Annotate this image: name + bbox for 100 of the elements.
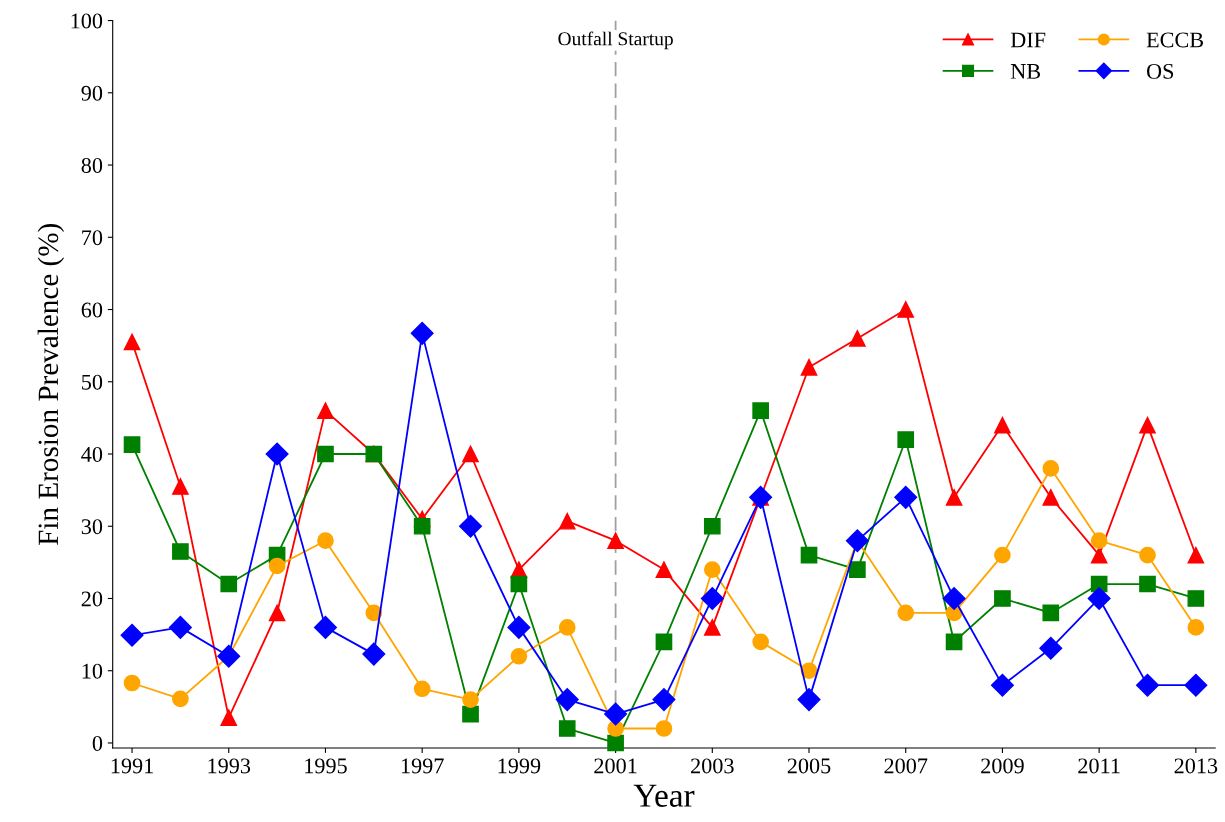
point bbox=[172, 478, 189, 495]
y-tick-label: 100 bbox=[71, 13, 103, 29]
point bbox=[313, 615, 337, 639]
point bbox=[845, 529, 869, 553]
point bbox=[752, 402, 769, 419]
point bbox=[168, 615, 192, 639]
point bbox=[700, 586, 724, 610]
x-tick-label: 1993 bbox=[208, 758, 251, 774]
point bbox=[897, 301, 915, 318]
point bbox=[459, 514, 483, 538]
point bbox=[849, 330, 866, 347]
point bbox=[607, 734, 624, 752]
point bbox=[123, 333, 141, 351]
point bbox=[655, 561, 673, 578]
x-tick-label: 2005 bbox=[787, 758, 831, 774]
point bbox=[558, 720, 576, 737]
point bbox=[1187, 590, 1205, 607]
x-tick-label: 2007 bbox=[884, 758, 928, 774]
point bbox=[897, 604, 915, 622]
point bbox=[558, 619, 576, 636]
point bbox=[894, 485, 918, 509]
point bbox=[849, 561, 866, 578]
point bbox=[655, 633, 673, 651]
point bbox=[558, 512, 576, 530]
legend-label: ECCB bbox=[1146, 32, 1203, 48]
x-axis-title: Year bbox=[633, 784, 695, 807]
point bbox=[703, 517, 721, 535]
point bbox=[120, 623, 144, 647]
point bbox=[1184, 673, 1208, 697]
x-tick-label: 1999 bbox=[498, 758, 541, 774]
point bbox=[703, 561, 721, 578]
point bbox=[942, 586, 966, 610]
point bbox=[1187, 619, 1205, 636]
y-tick-label: 90 bbox=[81, 85, 103, 101]
x-tick-label: 2001 bbox=[594, 758, 637, 774]
point bbox=[752, 633, 769, 651]
y-tick-label: 40 bbox=[81, 446, 103, 462]
x-tick-label: 2013 bbox=[1174, 758, 1218, 774]
y-tick-label: 20 bbox=[81, 591, 103, 607]
point bbox=[507, 615, 531, 639]
point bbox=[1139, 575, 1156, 593]
point bbox=[652, 688, 676, 712]
point bbox=[462, 691, 479, 708]
point bbox=[410, 321, 434, 345]
point bbox=[945, 633, 963, 651]
point bbox=[413, 680, 431, 698]
legend-label: OS bbox=[1146, 63, 1174, 79]
x-tick-label: 1991 bbox=[111, 758, 153, 774]
point bbox=[1042, 604, 1060, 622]
x-tick-label: 2003 bbox=[691, 758, 734, 774]
point bbox=[510, 575, 528, 593]
y-tick-label: 60 bbox=[81, 302, 103, 318]
y-tick-label: 0 bbox=[92, 735, 103, 751]
x-tick-label: 2011 bbox=[1078, 758, 1120, 774]
point bbox=[800, 546, 818, 564]
point bbox=[362, 642, 386, 666]
point bbox=[123, 674, 141, 692]
point bbox=[413, 517, 431, 535]
point bbox=[1087, 586, 1111, 610]
point bbox=[655, 720, 673, 737]
point bbox=[897, 431, 915, 448]
point bbox=[1136, 673, 1160, 697]
x-tick-label: 2009 bbox=[981, 758, 1024, 774]
x-tick-label: 1995 bbox=[305, 758, 347, 774]
point bbox=[317, 445, 334, 463]
point bbox=[1090, 546, 1108, 564]
point bbox=[800, 358, 818, 376]
point bbox=[317, 402, 334, 419]
point bbox=[220, 575, 238, 593]
point bbox=[994, 416, 1011, 434]
y-tick-label: 70 bbox=[82, 230, 103, 246]
point bbox=[123, 436, 141, 453]
point bbox=[994, 546, 1011, 564]
point bbox=[220, 709, 238, 727]
point bbox=[1090, 532, 1108, 550]
point bbox=[172, 690, 189, 708]
point bbox=[268, 557, 286, 575]
point bbox=[268, 604, 286, 622]
legend-label: DIF bbox=[1010, 32, 1046, 48]
point bbox=[510, 647, 528, 665]
point bbox=[462, 705, 479, 723]
point bbox=[703, 619, 721, 636]
y-tick-label: 50 bbox=[82, 374, 103, 390]
y-tick-label: 30 bbox=[81, 519, 103, 535]
y-axis-title: Fin Erosion Prevalence (%) bbox=[37, 223, 65, 546]
x-tick-label: 1997 bbox=[401, 758, 444, 774]
point bbox=[1139, 416, 1156, 434]
y-tick-label: 10 bbox=[82, 663, 103, 679]
point bbox=[1139, 546, 1156, 564]
point bbox=[945, 489, 963, 506]
ref-line-label: Outfall Startup bbox=[558, 31, 673, 50]
point bbox=[462, 445, 479, 463]
point bbox=[607, 532, 624, 550]
point bbox=[994, 590, 1011, 607]
point bbox=[990, 673, 1014, 697]
point bbox=[1187, 546, 1205, 564]
point bbox=[172, 543, 189, 560]
point bbox=[604, 702, 628, 726]
point bbox=[317, 532, 334, 550]
point bbox=[1042, 489, 1060, 506]
